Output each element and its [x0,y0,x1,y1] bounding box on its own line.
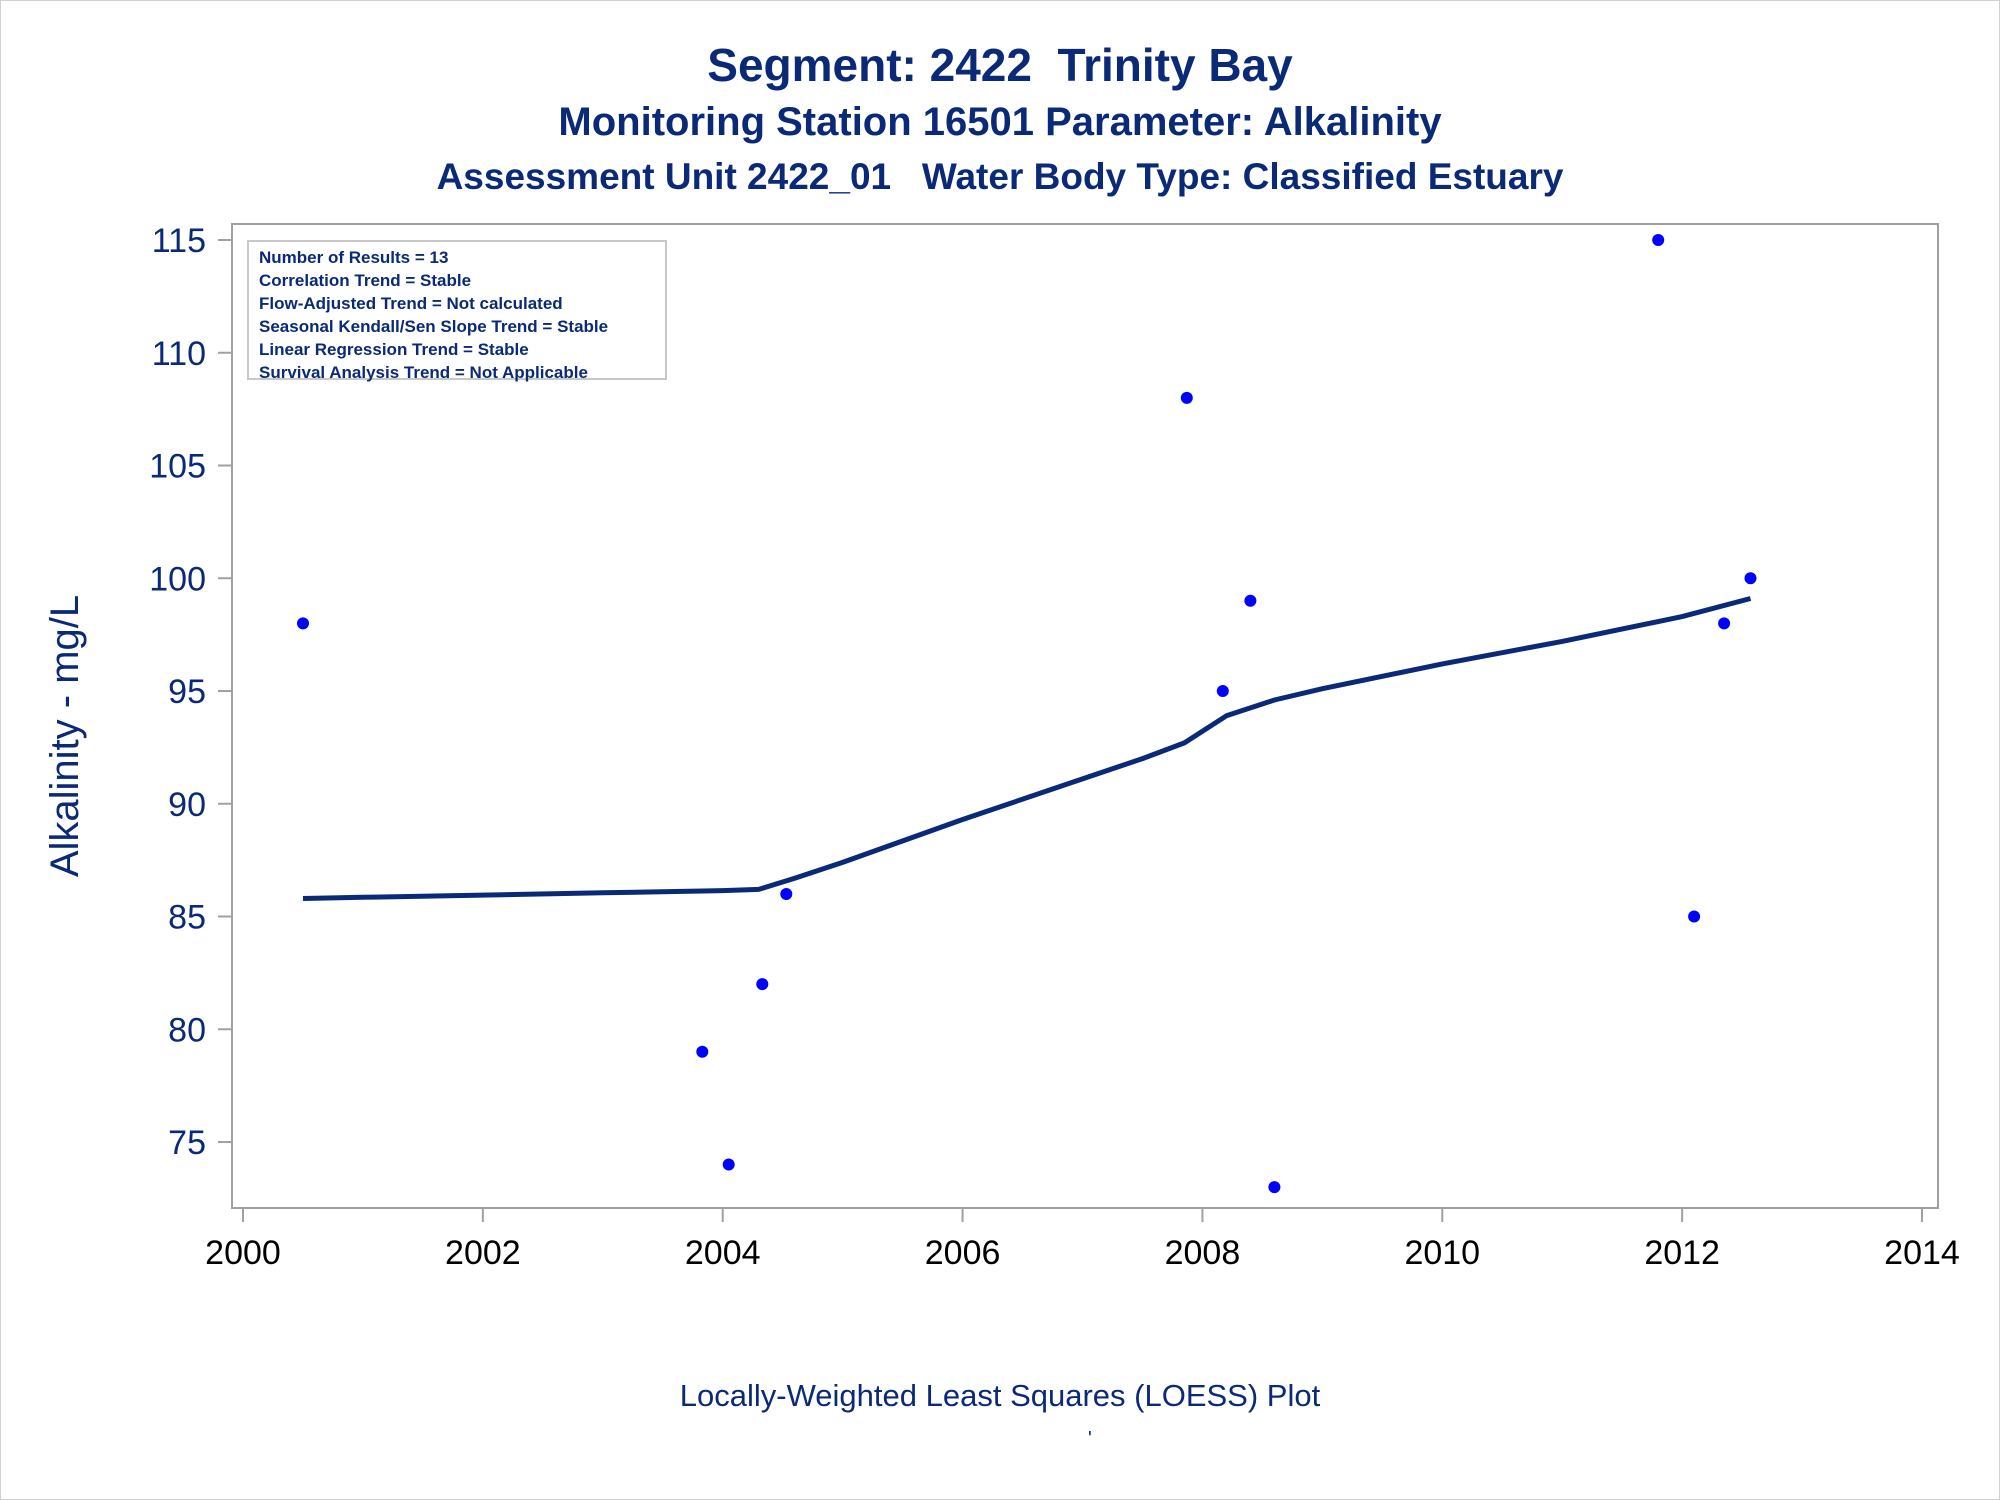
x-tick-label: 2014 [1884,1234,1960,1272]
points-layer [297,234,1757,1194]
y-tick-label: 80 [168,1011,206,1049]
chart-subtitle-2: Assessment Unit 2422_01 Water Body Type:… [436,156,1564,197]
y-axis-label: Alkalinity - mg/L [43,595,87,877]
data-point [1244,594,1257,607]
data-point [1718,617,1731,630]
data-point [1268,1181,1281,1194]
x-tick-label: 2012 [1644,1234,1720,1272]
y-tick-label: 100 [149,560,206,598]
loess-line [302,596,1752,901]
y-tick-label: 90 [168,786,206,824]
x-tick-label: 2000 [205,1234,281,1272]
stats-line-correlation: Correlation Trend = Stable [259,271,472,290]
y-tick-label: 95 [168,673,206,711]
x-tick-label: 2006 [925,1234,1001,1272]
data-point [1216,685,1229,697]
data-point [1652,234,1665,246]
x-tick-label: 2004 [685,1234,761,1272]
x-tick-label: 2002 [445,1234,521,1272]
data-point [722,1158,735,1171]
x-tick-label: 2010 [1404,1234,1480,1272]
axis-ticks: 75 80 85 90 95 100 105 110 115 2000 2002 2004 2006 20… [149,222,1960,1272]
data-point [1744,572,1757,585]
x-tick-label: 2008 [1165,1234,1241,1272]
data-point [756,978,769,991]
data-point [297,617,309,630]
y-tick-label: 85 [168,899,206,937]
data-point [1688,910,1701,923]
chart-title: Segment: 2422 Trinity Bay [707,39,1293,91]
plot-footnote: Locally-Weighted Least Squares (LOESS) P… [679,1378,1321,1413]
y-tick-label: 110 [152,335,206,373]
plot-area [231,223,1939,1209]
stats-line-survival: Survival Analysis Trend = Not Applicable [259,363,588,382]
data-point [780,888,793,900]
stats-line-flow-adjusted: Flow-Adjusted Trend = Not calculated [259,294,563,313]
loess-layer [302,596,1752,901]
y-tick-label: 105 [149,448,206,486]
data-point [696,1045,709,1058]
y-tick-label: 75 [168,1124,206,1162]
chart-subtitle: Monitoring Station 16501 Parameter: Alka… [558,100,1442,144]
y-tick-label: 115 [152,222,206,260]
stats-box: Number of Results = 13 Correlation Trend… [247,240,667,382]
data-point [1180,391,1193,404]
footnote-mark: ' [1088,1428,1092,1450]
stats-line-seasonal-kendall: Seasonal Kendall/Sen Slope Trend = Stabl… [259,317,609,336]
stats-line-linear-regression: Linear Regression Trend = Stable [259,340,529,359]
stats-line-results: Number of Results = 13 [259,248,449,267]
